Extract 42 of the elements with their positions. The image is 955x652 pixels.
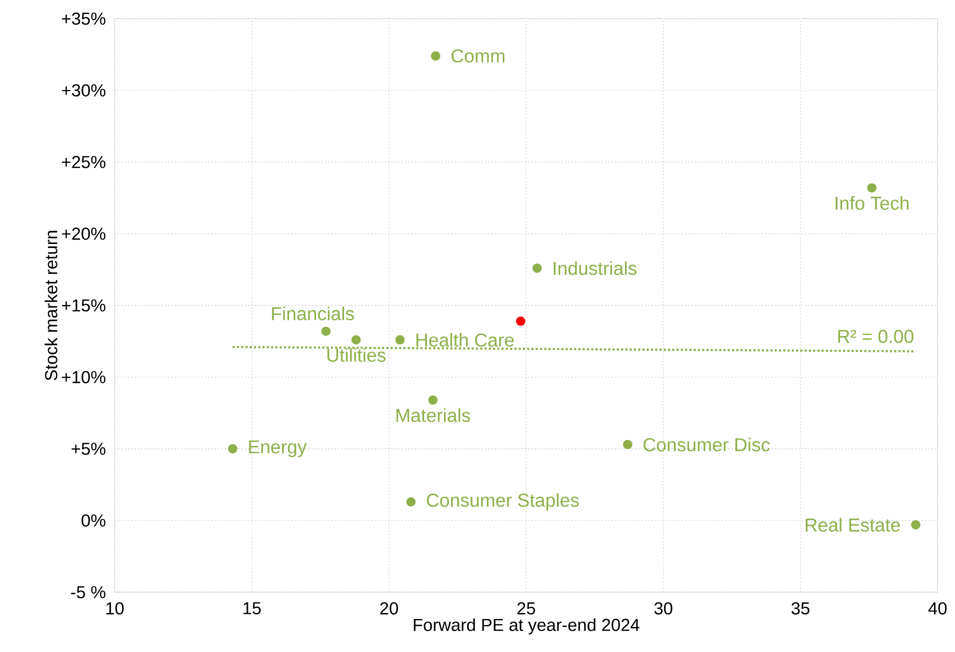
annotation: Real Estate — [806, 518, 900, 532]
y-tick-label: -5 % — [71, 586, 106, 598]
y-tick-label: +25% — [62, 156, 106, 168]
point — [428, 395, 438, 405]
annotation: Comm — [452, 49, 504, 62]
y-tick-label: +35% — [62, 12, 106, 25]
annotation: Financials — [272, 306, 354, 320]
point — [867, 183, 876, 192]
y-tick-label: +5% — [72, 442, 106, 455]
point — [395, 335, 405, 344]
x-tick-label: 15 — [244, 602, 261, 614]
x-tick-label: 35 — [792, 602, 810, 614]
point — [321, 326, 331, 336]
point — [351, 335, 361, 344]
y-tick-label: 0% — [82, 514, 106, 527]
y-tick-label: +20% — [62, 227, 106, 240]
x-axis-title: Forward PE at year-end 2024 — [414, 618, 640, 634]
point — [516, 316, 526, 326]
point — [228, 444, 238, 454]
y-axis-title: Stock market return — [44, 230, 58, 380]
annotation: R² = 0.00 — [838, 330, 914, 343]
x-tick-label: 25 — [517, 602, 536, 614]
point — [406, 497, 416, 506]
annotation: Utilities — [327, 348, 386, 362]
annotation: Info Tech — [836, 196, 909, 210]
annotation: Materials — [396, 408, 470, 422]
y-tick-label: +10% — [62, 370, 106, 384]
x-tick-label: 20 — [380, 602, 398, 614]
point — [430, 51, 440, 61]
y-tick-label: +15% — [62, 299, 106, 312]
annotation: Health Care — [416, 332, 514, 347]
x-tick-label: 10 — [106, 602, 124, 614]
x-tick-label: 30 — [654, 602, 672, 614]
point — [911, 520, 920, 530]
annotation: Consumer Staples — [426, 493, 579, 510]
annotation: Industrials — [554, 261, 637, 275]
x-tick-label: 40 — [928, 602, 947, 614]
annotation: Consumer Disc — [644, 438, 770, 452]
y-tick-label: +30% — [62, 84, 106, 96]
point — [532, 263, 542, 273]
point — [623, 440, 632, 450]
annotation: Energy — [249, 440, 307, 458]
